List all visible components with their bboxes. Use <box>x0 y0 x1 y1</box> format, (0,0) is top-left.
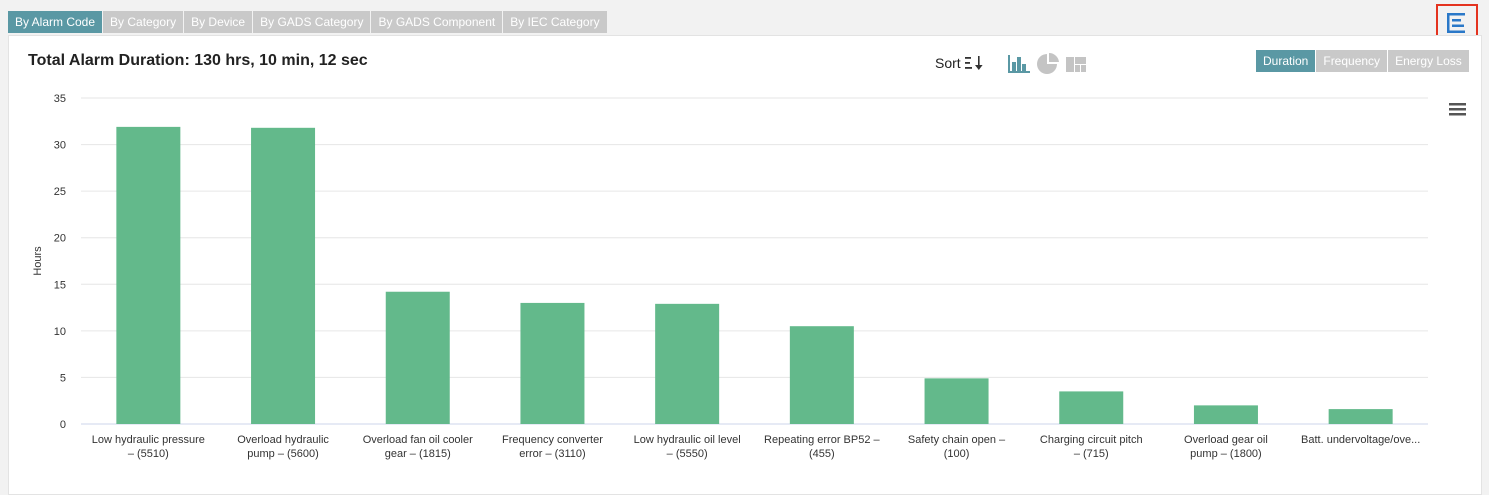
tab-by-category[interactable]: By Category <box>103 11 184 33</box>
bar-chart-icon[interactable] <box>1007 53 1031 80</box>
bar[interactable] <box>1328 409 1393 424</box>
tab-by-alarm-code[interactable]: By Alarm Code <box>8 11 103 33</box>
treemap-icon[interactable] <box>1065 54 1087 79</box>
x-tick-label: – (5550) <box>667 448 708 460</box>
x-tick-label: Charging circuit pitch <box>1040 434 1143 446</box>
sort-button[interactable]: Sort <box>935 55 984 71</box>
x-tick-label: (455) <box>809 448 835 460</box>
bar[interactable] <box>1059 391 1124 424</box>
x-tick-label: error – (3110) <box>519 448 585 460</box>
metric-tabs: Duration Frequency Energy Loss <box>1256 50 1469 72</box>
chart-type-switcher <box>1007 52 1087 80</box>
x-tick-label: – (5510) <box>128 448 169 460</box>
x-tick-label: Low hydraulic pressure <box>92 434 205 446</box>
bar[interactable] <box>251 127 316 424</box>
tab-by-gads-component[interactable]: By GADS Component <box>371 11 503 33</box>
tab-by-gads-category[interactable]: By GADS Category <box>253 11 371 33</box>
tab-by-iec-category[interactable]: By IEC Category <box>503 11 607 33</box>
sort-label: Sort <box>935 55 961 71</box>
chart-title: Total Alarm Duration: 130 hrs, 10 min, 1… <box>28 52 368 69</box>
list-view-icon <box>1447 13 1465 33</box>
x-tick-label: – (715) <box>1074 448 1109 460</box>
x-tick-label: (100) <box>944 448 970 460</box>
sort-descending-icon <box>964 56 983 70</box>
y-tick-label: 10 <box>54 326 66 338</box>
x-tick-label: pump – (5600) <box>247 448 319 460</box>
pie-chart-icon[interactable] <box>1037 52 1059 80</box>
category-tabs: By Alarm Code By Category By Device By GADS… <box>8 11 607 33</box>
x-tick-label: Overload fan oil cooler <box>363 434 473 446</box>
x-tick-label: Frequency converter <box>502 434 603 446</box>
y-tick-label: 25 <box>54 186 66 198</box>
x-tick-label: Overload gear oil <box>1184 434 1268 446</box>
bar[interactable] <box>1193 405 1258 424</box>
y-tick-label: 35 <box>54 93 66 105</box>
tab-by-device[interactable]: By Device <box>184 11 253 33</box>
y-tick-label: 15 <box>54 279 66 291</box>
bar[interactable] <box>116 126 181 425</box>
y-tick-label: 5 <box>60 372 66 384</box>
bar[interactable] <box>924 378 989 424</box>
x-tick-label: pump – (1800) <box>1190 448 1262 460</box>
y-tick-label: 0 <box>60 419 66 431</box>
bar[interactable] <box>789 326 854 424</box>
bar[interactable] <box>385 291 450 424</box>
x-tick-label: Batt. undervoltage/ove... <box>1301 434 1420 446</box>
x-tick-label: Repeating error BP52 – <box>764 434 880 446</box>
y-axis-label: Hours <box>32 246 44 276</box>
x-tick-label: Low hydraulic oil level <box>634 434 741 446</box>
bar[interactable] <box>520 302 585 424</box>
x-tick-label: Overload hydraulic <box>237 434 329 446</box>
y-tick-label: 20 <box>54 233 66 245</box>
x-tick-label: Safety chain open – <box>908 434 1006 446</box>
metric-duration[interactable]: Duration <box>1256 50 1316 72</box>
bar[interactable] <box>655 303 720 424</box>
y-tick-label: 30 <box>54 140 66 152</box>
metric-frequency[interactable]: Frequency <box>1316 50 1388 72</box>
chart-menu-icon[interactable] <box>1449 102 1467 121</box>
x-tick-label: gear – (1815) <box>385 448 451 460</box>
metric-energy-loss[interactable]: Energy Loss <box>1388 50 1469 72</box>
